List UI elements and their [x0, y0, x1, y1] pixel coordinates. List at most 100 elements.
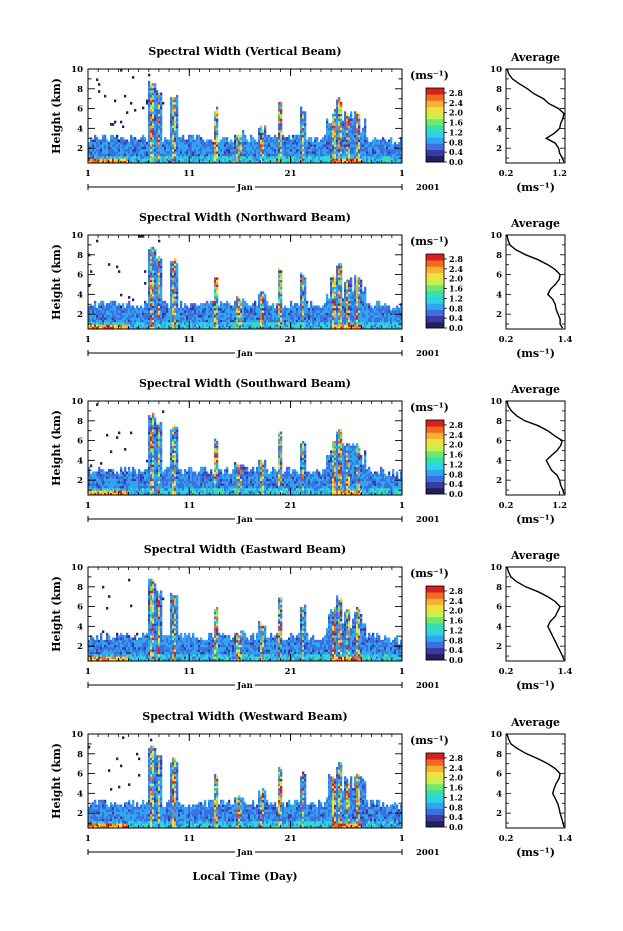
heatmap-cell: [212, 324, 215, 327]
heatmap-cell: [280, 137, 283, 140]
heatmap-cell: [250, 310, 253, 313]
heatmap-cell: [138, 326, 141, 330]
heatmap-cell: [326, 296, 329, 299]
heatmap-cell: [390, 151, 393, 154]
heatmap-cell: [202, 305, 205, 309]
heatmap-cell: [190, 307, 193, 311]
heatmap-cell: [110, 478, 113, 482]
heatmap-cell: [326, 310, 329, 313]
heatmap-cell: [214, 125, 217, 129]
heatmap-cell: [300, 106, 303, 110]
heatmap-cell: [286, 324, 289, 327]
heatmap-cell: [306, 148, 309, 152]
heatmap-cell: [344, 289, 347, 292]
heatmap-cell: [340, 263, 343, 266]
heatmap-cell: [148, 298, 151, 302]
heatmap-cell: [316, 305, 319, 309]
heatmap-cell: [106, 473, 109, 477]
heatmap-cell: [178, 321, 181, 325]
heatmap-cell: [254, 317, 257, 320]
heatmap-cell: [242, 310, 245, 313]
heatmap-cell: [196, 317, 199, 320]
heatmap-cell: [142, 310, 145, 313]
heatmap-cell: [134, 324, 137, 327]
heatmap-cell: [148, 118, 151, 121]
heatmap-cell: [112, 139, 115, 143]
heatmap-cell: [152, 260, 155, 264]
heatmap-cell: [120, 480, 123, 484]
heatmap-cell: [222, 324, 225, 327]
heatmap-cell: [134, 314, 137, 318]
plot-frame: [87, 234, 403, 330]
heatmap-cell: [326, 155, 329, 159]
heatmap-cell: [382, 155, 385, 159]
heatmap-cell: [238, 303, 241, 306]
heatmap-cell: [304, 289, 307, 292]
heatmap-cell: [386, 326, 389, 330]
heatmap-cell: [100, 310, 103, 313]
heatmap-cell: [302, 317, 305, 320]
heatmap-cell: [264, 160, 267, 164]
heatmap-cell: [178, 144, 181, 147]
heatmap-cell: [228, 314, 231, 318]
heatmap-cell: [224, 139, 227, 143]
heatmap-cell: [98, 146, 101, 150]
heatmap-cell: [298, 326, 301, 330]
heatmap-cell: [220, 312, 223, 316]
heatmap-cell: [178, 317, 181, 320]
heatmap-cell: [236, 146, 239, 150]
heatmap-cell: [354, 303, 357, 306]
heatmap-cell: [366, 307, 369, 311]
heatmap-cell: [282, 158, 285, 161]
heatmap-cell: [128, 312, 131, 316]
heatmap-cell: [294, 153, 297, 157]
heatmap-cell: [280, 277, 283, 280]
colorbar-swatch: [426, 291, 444, 298]
heatmap-cell: [158, 263, 161, 266]
heatmap-cell: [260, 160, 263, 164]
heatmap-cell: [192, 310, 195, 313]
heatmap-cell: [362, 146, 365, 150]
heatmap-cell: [368, 312, 371, 316]
heatmap-cell: [324, 155, 327, 159]
heatmap-cell: [160, 274, 163, 278]
heatmap-cell: [192, 151, 195, 154]
heatmap-cell: [168, 141, 171, 145]
heatmap-cell: [90, 480, 93, 484]
heatmap-cell: [170, 153, 173, 157]
heatmap-cell: [110, 471, 113, 475]
heatmap-cell: [310, 307, 313, 311]
heatmap-cell: [170, 284, 173, 287]
heatmap-cell: [116, 476, 119, 479]
heatmap-cell: [340, 151, 343, 154]
heatmap-cell: [268, 137, 271, 140]
heatmap-cell: [398, 324, 401, 327]
heatmap-cell: [332, 324, 335, 327]
heatmap-cell: [92, 480, 95, 484]
heatmap-cell: [204, 307, 207, 311]
heatmap-cell: [142, 319, 145, 323]
heatmap-cell: [360, 282, 363, 285]
heatmap-cell: [152, 111, 155, 114]
heatmap-cell: [376, 317, 379, 320]
month-label-bg: [235, 347, 255, 357]
heatmap-cell: [118, 317, 121, 320]
heatmap-cell: [264, 132, 267, 136]
heatmap-cell: [394, 160, 397, 164]
heatmap-cell: [142, 158, 145, 161]
heatmap-cell: [320, 146, 323, 150]
heatmap-cell: [274, 139, 277, 143]
heatmap-cell: [372, 324, 375, 327]
heatmap-cell: [92, 321, 95, 325]
heatmap-cell: [90, 483, 93, 486]
heatmap-cell: [102, 492, 105, 496]
heatmap-cell: [230, 324, 233, 327]
heatmap-cell: [216, 286, 219, 290]
heatmap-cell: [250, 139, 253, 143]
heatmap-cell: [106, 326, 109, 330]
heatmap-cell: [138, 324, 141, 327]
heatmap-cell: [338, 130, 341, 133]
heatmap-cell: [376, 321, 379, 325]
heatmap-cell: [154, 312, 157, 316]
heatmap-cell: [278, 305, 281, 309]
